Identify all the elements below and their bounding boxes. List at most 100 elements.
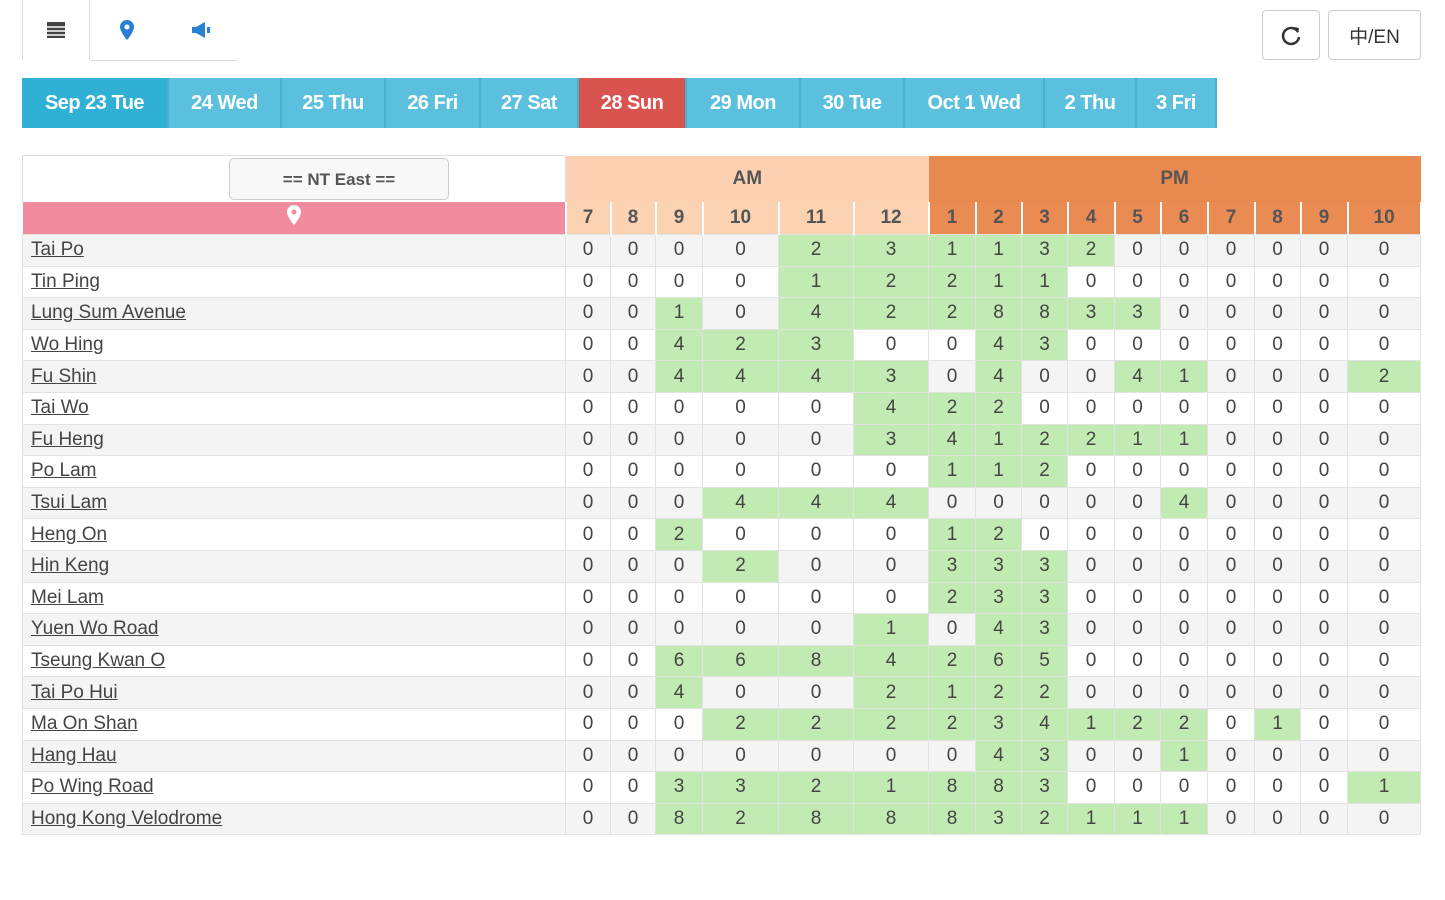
count-cell: 4 — [655, 328, 703, 362]
count-cell: 0 — [1254, 518, 1302, 551]
count-cell: 0 — [1067, 771, 1116, 804]
count-cell: 0 — [610, 234, 656, 267]
station-link[interactable]: Po Lam — [31, 460, 97, 482]
station-link[interactable]: Ma On Shan — [31, 713, 138, 735]
station-link[interactable]: Hang Hau — [31, 744, 117, 766]
count-cell: 0 — [610, 549, 656, 583]
station-link[interactable]: Yuen Wo Road — [31, 618, 159, 640]
station-link[interactable]: Tai Wo — [31, 397, 89, 419]
station-link[interactable]: Hin Keng — [31, 555, 110, 577]
date-tab[interactable]: 30 Tue — [801, 78, 905, 128]
count-cell: 3 — [928, 549, 977, 583]
table-icon — [47, 22, 65, 38]
date-tab[interactable]: 2 Thu — [1045, 78, 1137, 128]
table-tab[interactable] — [22, 0, 90, 60]
count-cell: 0 — [1254, 423, 1302, 457]
count-cell: 0 — [1114, 771, 1162, 804]
date-tab[interactable]: 29 Mon — [687, 78, 801, 128]
select-cell: == NT East == — [22, 155, 566, 202]
count-cell: 0 — [1300, 518, 1349, 551]
count-cell: 3 — [852, 234, 930, 267]
map-tab[interactable] — [92, 0, 162, 60]
count-cell: 0 — [1114, 644, 1162, 678]
count-cell: 0 — [1207, 423, 1256, 457]
hour-header: 8 — [1254, 202, 1302, 235]
station-link[interactable]: Heng On — [31, 523, 108, 545]
count-cell: 0 — [852, 739, 930, 773]
count-cell: 0 — [1254, 739, 1302, 773]
date-tab[interactable]: Sep 23 Tue — [22, 78, 169, 128]
count-cell: 0 — [565, 707, 611, 741]
count-cell: 0 — [610, 360, 656, 393]
date-tab[interactable]: 24 Wed — [169, 78, 282, 128]
hour-header: 7 — [565, 202, 612, 235]
announce-tab[interactable] — [166, 0, 236, 60]
count-cell: 0 — [1347, 549, 1422, 583]
region-select[interactable]: == NT East == — [229, 158, 449, 200]
count-cell: 0 — [1207, 297, 1256, 330]
station-link[interactable]: Tai Po Hui — [31, 681, 118, 703]
date-tab[interactable]: 25 Thu — [282, 78, 386, 128]
count-cell: 5 — [1021, 644, 1069, 678]
count-cell: 1 — [975, 265, 1023, 299]
count-cell: 8 — [975, 771, 1023, 804]
count-cell: 1 — [1114, 802, 1162, 836]
station-cell: Tin Ping — [22, 265, 566, 299]
station-link[interactable]: Tin Ping — [31, 270, 100, 292]
period-header: AM — [565, 155, 929, 202]
count-cell: 2 — [1114, 707, 1162, 741]
count-cell: 1 — [852, 771, 930, 804]
count-cell: 0 — [1254, 486, 1302, 520]
count-cell: 4 — [975, 360, 1023, 393]
station-link[interactable]: Tseung Kwan O — [31, 650, 166, 672]
count-cell: 2 — [702, 328, 779, 362]
count-cell: 0 — [1067, 739, 1116, 773]
count-cell: 8 — [852, 802, 930, 836]
station-link[interactable]: Fu Heng — [31, 428, 104, 450]
count-cell: 0 — [1114, 328, 1162, 362]
station-link[interactable]: Po Wing Road — [31, 776, 154, 798]
count-cell: 0 — [852, 518, 930, 551]
refresh-button[interactable] — [1262, 10, 1320, 60]
count-cell: 4 — [702, 360, 779, 393]
station-link[interactable]: Wo Hing — [31, 334, 104, 356]
station-link[interactable]: Tai Po — [31, 239, 84, 261]
count-cell: 0 — [565, 802, 611, 836]
count-cell: 0 — [1300, 265, 1349, 299]
station-link[interactable]: Mei Lam — [31, 586, 104, 608]
language-toggle[interactable]: 中/EN — [1328, 10, 1421, 60]
hour-header: 9 — [1300, 202, 1349, 235]
station-link[interactable]: Tsui Lam — [31, 492, 108, 514]
count-cell: 0 — [928, 360, 977, 393]
count-cell: 0 — [1207, 234, 1256, 267]
count-cell: 0 — [1300, 297, 1349, 330]
station-link[interactable]: Hong Kong Velodrome — [31, 807, 223, 829]
period-header: PM — [928, 155, 1421, 202]
station-link[interactable]: Fu Shin — [31, 365, 97, 387]
count-cell: 2 — [778, 707, 854, 741]
count-cell: 0 — [1347, 644, 1422, 678]
date-tab[interactable]: 3 Fri — [1137, 78, 1217, 128]
count-cell: 0 — [1207, 265, 1256, 299]
count-cell: 0 — [1347, 613, 1422, 646]
date-tab[interactable]: Oct 1 Wed — [905, 78, 1045, 128]
count-cell: 0 — [1067, 613, 1116, 646]
station-cell: Yuen Wo Road — [22, 613, 566, 646]
hour-header: 10 — [1347, 202, 1422, 235]
count-cell: 0 — [1300, 486, 1349, 520]
hour-header: 12 — [853, 202, 930, 235]
count-cell: 0 — [1160, 391, 1209, 425]
hour-header: 6 — [1160, 202, 1209, 235]
count-cell: 0 — [1254, 455, 1302, 488]
count-cell: 0 — [610, 771, 656, 804]
station-link[interactable]: Lung Sum Avenue — [31, 302, 186, 324]
count-cell: 3 — [852, 423, 930, 457]
date-tab[interactable]: 27 Sat — [481, 78, 579, 128]
count-cell: 0 — [1300, 391, 1349, 425]
date-tab[interactable]: 26 Fri — [386, 78, 481, 128]
count-cell: 0 — [1114, 739, 1162, 773]
count-cell: 4 — [1114, 360, 1162, 393]
count-cell: 0 — [610, 613, 656, 646]
date-tab[interactable]: 28 Sun — [579, 78, 687, 128]
